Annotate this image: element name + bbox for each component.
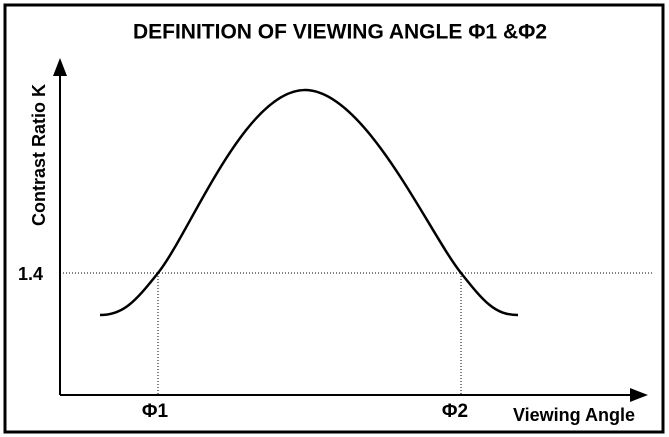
title: DEFINITION OF VIEWING ANGLE Φ1 &Φ2	[133, 21, 547, 44]
angle-label: Φ1	[142, 401, 169, 422]
x-axis-arrow	[630, 388, 648, 402]
y-axis-arrow	[53, 58, 67, 76]
frame	[3, 3, 665, 434]
reference-label: 1.4	[18, 264, 43, 284]
x-axis-label: Viewing Angle	[513, 405, 635, 425]
y-axis-label: Contrast Ratio K	[29, 84, 49, 226]
angle-label: Φ2	[442, 401, 468, 422]
contrast-curve	[99, 88, 519, 317]
